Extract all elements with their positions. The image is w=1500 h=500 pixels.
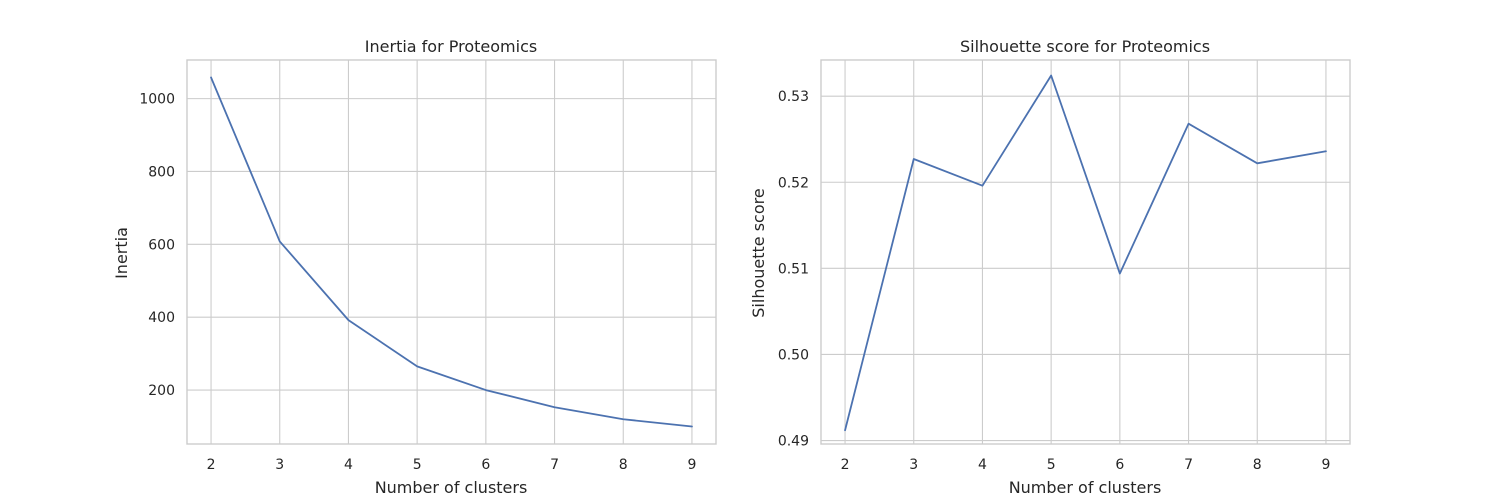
inertia-y-tick-label: 400 <box>148 310 175 326</box>
silhouette-series-line <box>844 74 1327 432</box>
silhouette-panel: Silhouette score for Proteomics Number o… <box>749 37 1351 497</box>
silhouette-chart-title: Silhouette score for Proteomics <box>960 37 1210 56</box>
silhouette-x-tick-label: 3 <box>909 457 918 473</box>
silhouette-y-tick-label: 0.51 <box>778 261 809 277</box>
silhouette-grid <box>821 60 1350 444</box>
silhouette-x-tick-label: 4 <box>978 457 987 473</box>
silhouette-x-tick-label: 2 <box>841 457 850 473</box>
inertia-x-tick-label: 4 <box>344 457 353 473</box>
silhouette-x-tick-label: 5 <box>1047 457 1056 473</box>
inertia-series-line <box>210 76 693 428</box>
silhouette-y-axis-label: Silhouette score <box>749 188 768 317</box>
inertia-x-tick-label: 7 <box>550 457 559 473</box>
inertia-x-tick-label: 6 <box>481 457 490 473</box>
inertia-grid <box>187 60 716 444</box>
inertia-x-axis-label: Number of clusters <box>375 478 528 497</box>
silhouette-y-tick-label: 0.49 <box>778 434 809 450</box>
silhouette-x-tick-label: 8 <box>1253 457 1262 473</box>
inertia-x-tick-label: 8 <box>619 457 628 473</box>
silhouette-x-axis-label: Number of clusters <box>1009 478 1162 497</box>
inertia-plot-frame <box>186 59 717 445</box>
silhouette-y-tick-label: 0.53 <box>778 89 809 105</box>
inertia-x-tick-label: 3 <box>275 457 284 473</box>
silhouette-y-tick-label: 0.52 <box>778 175 809 191</box>
silhouette-plot-frame <box>820 59 1351 445</box>
inertia-panel: Inertia for Proteomics Number of cluster… <box>112 37 717 497</box>
inertia-y-tick-label: 600 <box>148 237 175 253</box>
silhouette-x-tick-label: 7 <box>1184 457 1193 473</box>
inertia-y-axis-label: Inertia <box>112 227 131 279</box>
silhouette-x-tick-label: 9 <box>1321 457 1330 473</box>
silhouette-y-tick-label: 0.50 <box>778 347 809 363</box>
inertia-y-tick-label: 800 <box>148 164 175 180</box>
inertia-x-tick-label: 5 <box>413 457 422 473</box>
inertia-y-tick-label: 200 <box>148 383 175 399</box>
silhouette-x-tick-label: 6 <box>1115 457 1124 473</box>
inertia-y-tick-label: 1000 <box>139 92 175 108</box>
inertia-x-tick-label: 9 <box>687 457 696 473</box>
inertia-x-tick-label: 2 <box>207 457 216 473</box>
inertia-chart-title: Inertia for Proteomics <box>365 37 537 56</box>
